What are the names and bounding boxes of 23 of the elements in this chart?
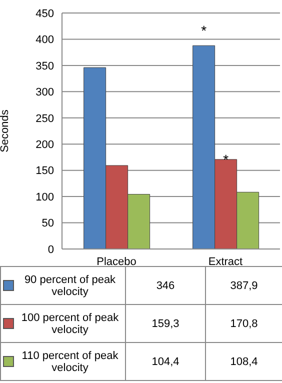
y-tick-label: 350 <box>36 60 54 72</box>
y-tick-label: 450 <box>36 8 54 20</box>
y-tick-label: 150 <box>36 165 54 178</box>
data-label: 346 <box>126 266 206 304</box>
legend-label: 110 percent of peak velocity <box>20 350 120 374</box>
x-tick-label: Extract <box>208 256 243 268</box>
y-tick-label: 400 <box>36 34 54 46</box>
y-tick-label: 200 <box>36 139 54 152</box>
data-label: 108,4 <box>206 342 282 380</box>
x-tick-label: Placebo <box>96 256 136 268</box>
y-tick-label: 50 <box>42 218 54 230</box>
data-label: 170,8 <box>206 304 282 342</box>
y-tick-label: 300 <box>36 86 54 99</box>
data-label: 387,9 <box>206 266 282 304</box>
y-axis-title: Seconds <box>0 109 11 152</box>
legend-label: 90 percent of peak velocity <box>23 274 117 298</box>
y-tick-label: 0 <box>48 244 54 256</box>
y-tick-label: 250 <box>36 112 54 125</box>
data-label: 104,4 <box>126 342 206 380</box>
annotation: * <box>201 22 208 39</box>
data-label: 159,3 <box>126 304 206 342</box>
y-tick-label: 100 <box>36 191 54 204</box>
legend-label: 100 percent of peak velocity <box>20 312 120 336</box>
